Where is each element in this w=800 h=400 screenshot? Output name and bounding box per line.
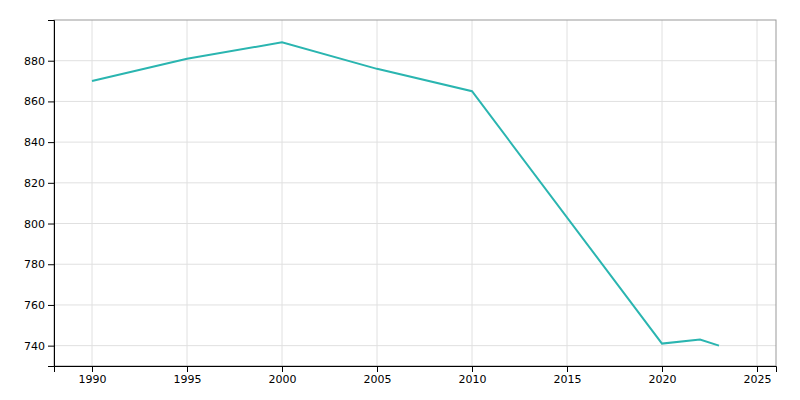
tick-mark (377, 366, 378, 372)
tick: 860 (24, 95, 54, 108)
axis-line (48, 21, 55, 367)
plot-frame (54, 20, 776, 366)
grid-line-y (54, 345, 776, 346)
grid-line-x (662, 20, 663, 366)
tick-label: 800 (24, 218, 45, 231)
tick-label: 820 (24, 177, 45, 190)
tick-mark (48, 183, 54, 184)
tick: 2020 (649, 366, 677, 386)
tick: 1995 (174, 366, 202, 386)
tick: 2005 (364, 366, 392, 386)
tick-label: 780 (24, 258, 45, 271)
tick: 740 (24, 340, 54, 353)
tick: 820 (24, 177, 54, 190)
tick-label: 880 (24, 55, 45, 68)
tick: 2025 (744, 366, 772, 386)
grid-line-y (54, 142, 776, 143)
chart-svg: 1990 1995 2000 2005 2010 2015 2020 2025 740 760 78… (0, 0, 800, 400)
grid-line-y (54, 182, 776, 183)
tick: 840 (24, 136, 54, 149)
tick-label: 740 (24, 340, 45, 353)
grid-line-y (54, 304, 776, 305)
grid-line-y (54, 264, 776, 265)
marks (92, 42, 719, 345)
tick-label: 860 (24, 95, 45, 108)
tick-label: 840 (24, 136, 45, 149)
tick: 2010 (459, 366, 487, 386)
tick-mark (48, 142, 54, 143)
tick: 760 (24, 299, 54, 312)
plot-area: 1990 1995 2000 2005 2010 2015 2020 2025 740 760 78… (24, 20, 777, 386)
tick: 780 (24, 258, 54, 271)
tick-label: 2015 (554, 373, 582, 386)
x-axis: 1990 1995 2000 2005 2010 2015 2020 2025 (55, 366, 777, 386)
tick-mark (48, 305, 54, 306)
y-axis: 740 760 780 800 820 840 860 880 (24, 21, 55, 367)
tick: 1990 (79, 366, 107, 386)
tick-mark (757, 366, 758, 372)
tick-mark (48, 264, 54, 265)
tick-label: 1995 (174, 373, 202, 386)
chart-container: 1990 1995 2000 2005 2010 2015 2020 2025 740 760 78… (0, 0, 800, 400)
tick-mark (282, 366, 283, 372)
tick-label: 760 (24, 299, 45, 312)
axis-line (55, 367, 777, 373)
tick-mark (48, 346, 54, 347)
grid-line-y (54, 60, 776, 61)
grid-line-x (92, 20, 93, 366)
grid-line-y (54, 223, 776, 224)
tick: 880 (24, 55, 54, 68)
tick: 800 (24, 218, 54, 231)
grid-line-x (282, 20, 283, 366)
tick-label: 2000 (269, 373, 297, 386)
grid-line-x (472, 20, 473, 366)
tick-mark (567, 366, 568, 372)
tick-label: 2025 (744, 373, 772, 386)
tick-mark (662, 366, 663, 372)
grid-line-x (757, 20, 758, 366)
tick-mark (187, 366, 188, 372)
tick: 2015 (554, 366, 582, 386)
data-line (92, 42, 719, 345)
grid-line-x (187, 20, 188, 366)
tick-mark (92, 366, 93, 372)
tick-mark (48, 224, 54, 225)
tick-mark (472, 366, 473, 372)
tick-label: 2005 (364, 373, 392, 386)
tick-label: 2020 (649, 373, 677, 386)
grid-line-y (54, 101, 776, 102)
grid-line-x (567, 20, 568, 366)
tick-mark (48, 101, 54, 102)
tick: 2000 (269, 366, 297, 386)
tick-label: 1990 (79, 373, 107, 386)
tick-mark (48, 61, 54, 62)
tick-label: 2010 (459, 373, 487, 386)
grid-line-x (377, 20, 378, 366)
grid (54, 20, 776, 366)
